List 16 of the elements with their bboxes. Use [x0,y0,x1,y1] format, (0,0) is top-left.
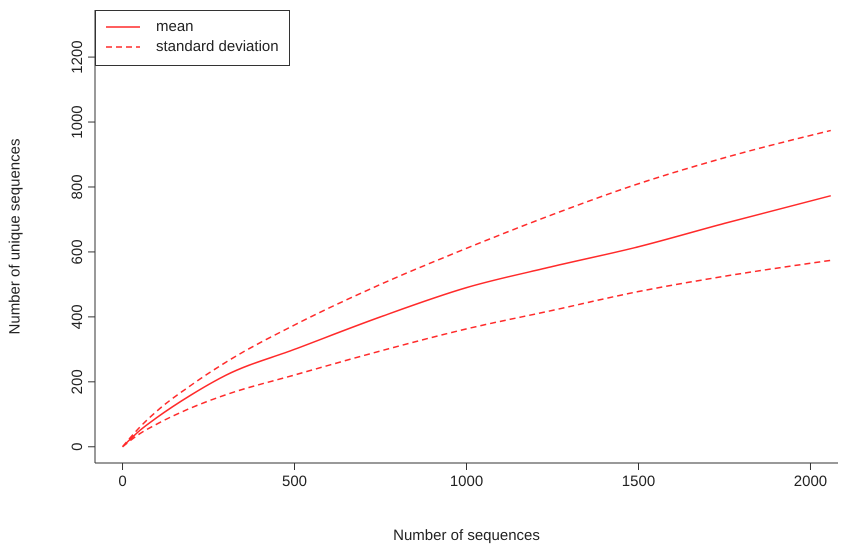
y-tick-label: 600 [69,239,86,264]
y-tick-label: 400 [69,304,86,330]
x-tick-label: 0 [118,473,127,490]
y-tick-label: 800 [69,174,86,200]
x-tick-label: 500 [282,473,308,490]
y-tick-label: 0 [69,442,86,451]
x-tick-label: 2000 [794,473,828,490]
y-tick-label: 1000 [69,105,86,139]
x-tick-label: 1500 [622,473,656,490]
x-tick-label: 1000 [450,473,484,490]
y-tick-label: 200 [69,369,86,394]
y-axis-title: Number of unique sequences [6,138,24,334]
legend-label: mean [156,17,194,37]
legend-label: standard deviation [156,37,279,57]
y-tick-label: 1200 [69,40,86,74]
x-axis-title: Number of sequences [393,527,540,544]
